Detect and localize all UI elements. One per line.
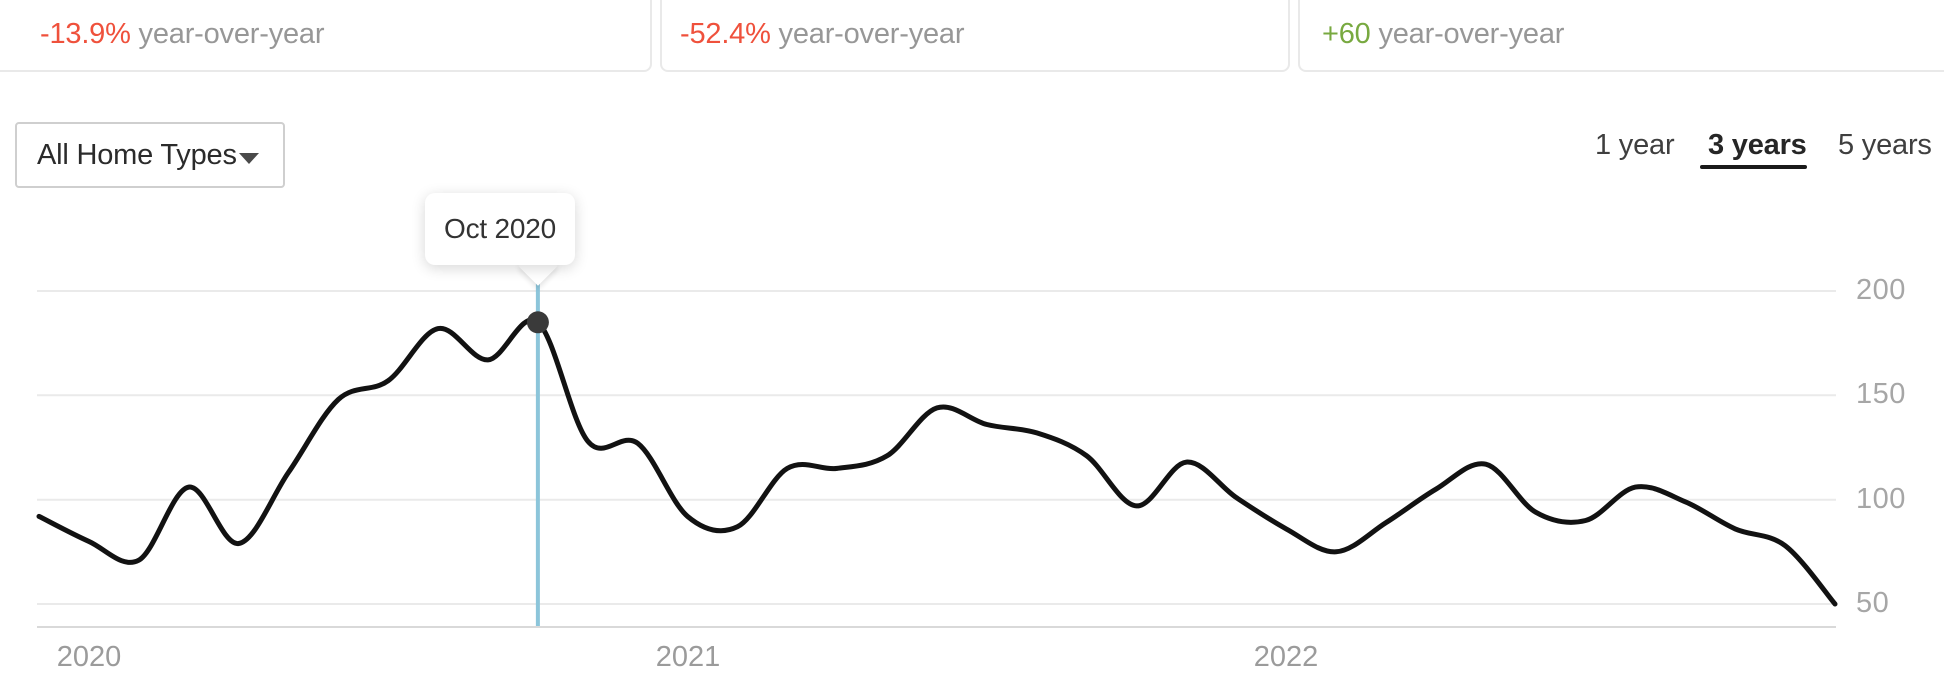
range-tab-5-years[interactable]: 5 years <box>1838 129 1932 161</box>
y-axis-label: 50 <box>1856 587 1890 619</box>
range-tab-1-year[interactable]: 1 year <box>1595 129 1675 161</box>
y-axis-label: 150 <box>1856 378 1906 411</box>
chevron-down-icon <box>239 153 259 164</box>
x-axis-label: 2021 <box>655 641 721 673</box>
stat-card-3[interactable] <box>1298 0 1944 72</box>
home-type-dropdown-value: All Home Types <box>37 138 237 171</box>
y-axis-label: 100 <box>1856 482 1906 515</box>
home-type-dropdown[interactable]: All Home Types <box>15 122 285 188</box>
data-point-marker <box>526 311 549 334</box>
stat-delta: -13.9% <box>40 18 131 50</box>
y-axis-label: 200 <box>1856 274 1906 306</box>
tooltip-label: Oct 2020 <box>443 213 557 244</box>
x-axis-label: 2022 <box>1253 641 1319 673</box>
x-axis-label: 2020 <box>56 641 122 673</box>
tooltip: Oct 2020 <box>425 193 575 265</box>
series-line <box>36 317 1838 607</box>
stat-label: year-over-year <box>778 18 965 50</box>
active-tab-underline <box>1700 165 1807 169</box>
stat-label: year-over-year <box>1378 18 1565 50</box>
stat-delta: +60 <box>1322 18 1371 50</box>
stat-card-1[interactable] <box>0 0 652 72</box>
stat-yoy-3: +60 year-over-year <box>1322 16 1564 52</box>
range-tab-3-years[interactable]: 3 years <box>1708 129 1807 161</box>
stat-yoy-2: -52.4% year-over-year <box>680 16 965 52</box>
stat-yoy-1: -13.9% year-over-year <box>40 16 325 52</box>
stat-card-2[interactable] <box>660 0 1290 72</box>
stat-label: year-over-year <box>138 18 325 50</box>
stat-delta: -52.4% <box>680 18 771 50</box>
